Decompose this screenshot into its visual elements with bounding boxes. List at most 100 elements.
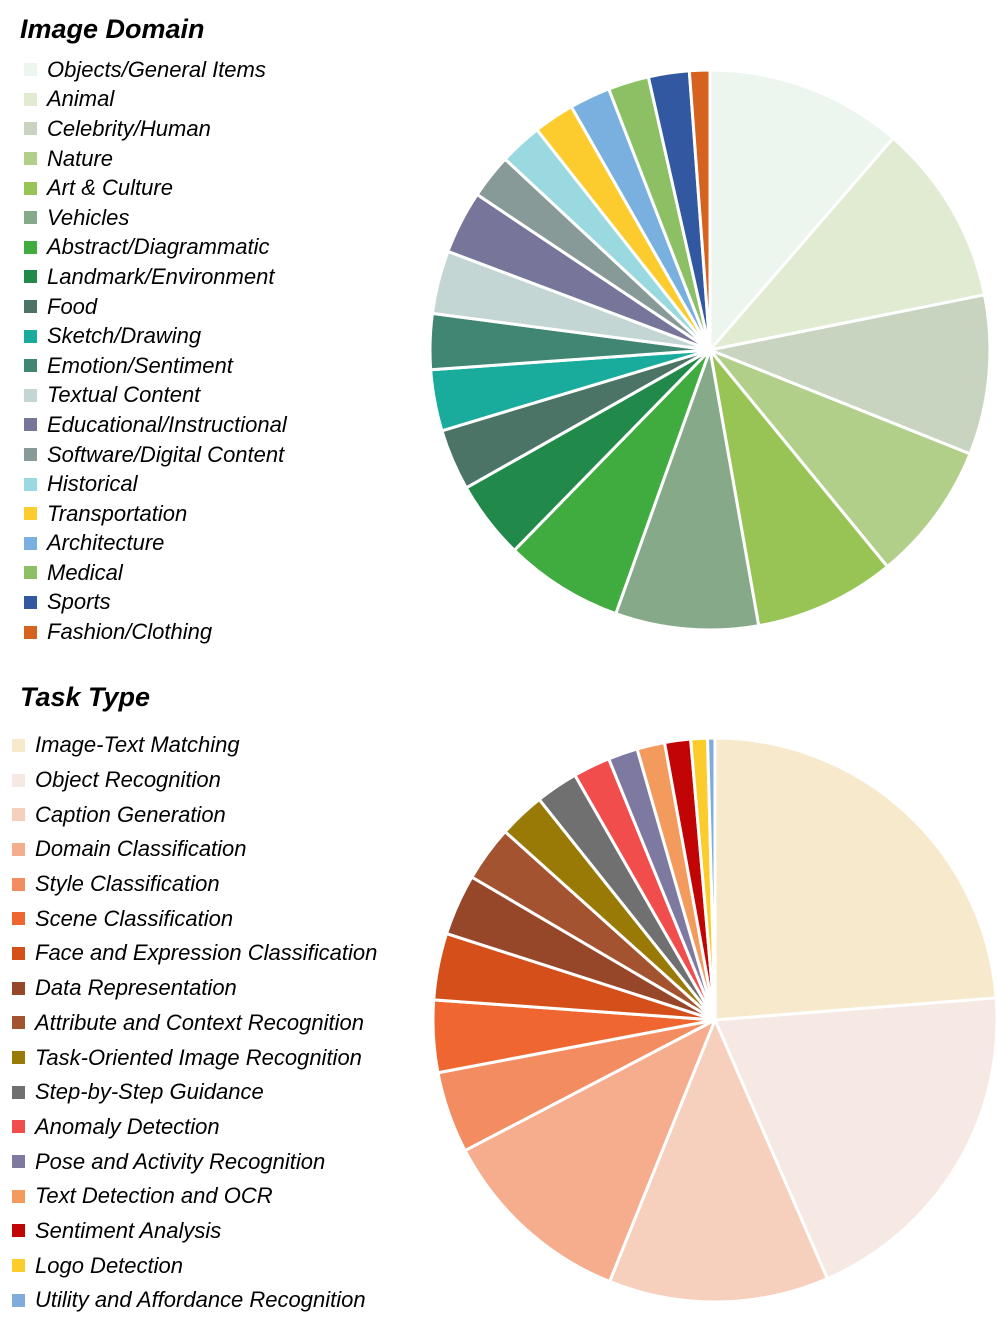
legend-label: Image-Text Matching [35, 732, 240, 758]
legend-label: Sketch/Drawing [47, 323, 202, 349]
legend-label: Step-by-Step Guidance [35, 1079, 264, 1105]
legend-swatch [12, 946, 25, 960]
legend-label: Medical [47, 559, 123, 585]
legend-label: Abstract/Diagrammatic [47, 234, 270, 260]
legend-swatch [12, 981, 25, 995]
legend-label: Textual Content [47, 382, 201, 408]
legend-swatch [24, 211, 37, 225]
legend-swatch [12, 1293, 25, 1307]
legend-label: Data Representation [35, 975, 237, 1001]
legend-label: Caption Generation [35, 801, 226, 827]
legend-item: Object Recognition [12, 763, 377, 798]
legend-label: Sentiment Analysis [35, 1217, 222, 1243]
legend-label: Scene Classification [35, 905, 234, 931]
pie-slice [708, 293, 992, 456]
pie-slice [463, 1018, 717, 1284]
legend-label: Software/Digital Content [47, 441, 285, 467]
pie-slice [512, 348, 712, 616]
legend-item: Data Representation [12, 971, 377, 1006]
legend: Image-Text Matching Object Recognition Cap… [12, 728, 377, 1318]
legend-swatch [12, 1155, 25, 1169]
legend-label: Logo Detection [35, 1252, 183, 1278]
legend-label: Transportation [47, 500, 188, 526]
pie-slice [705, 736, 717, 1022]
pie-slice [708, 68, 895, 352]
legend-swatch [12, 1224, 25, 1238]
pie-slice [608, 1018, 829, 1304]
legend-swatch [24, 477, 37, 491]
legend-label: Object Recognition [35, 767, 221, 793]
legend-label: Text Detection and OCR [35, 1183, 273, 1209]
legend-item: Emotion/Sentiment [24, 351, 287, 381]
legend-item: Sentiment Analysis [12, 1214, 377, 1249]
legend-item: Step-by-Step Guidance [12, 1075, 377, 1110]
legend-swatch [12, 1085, 25, 1099]
legend-item: Domain Classification [12, 832, 377, 867]
legend-swatch [12, 877, 25, 891]
legend-item: Food [24, 292, 287, 322]
legend-item: Historical [24, 469, 287, 499]
legend-swatch [12, 1016, 25, 1030]
legend-item: Landmark/Environment [24, 262, 287, 292]
legend-item: Objects/General Items [24, 55, 287, 85]
legend-swatch [12, 773, 25, 787]
legend-label: Architecture [47, 530, 165, 556]
legend-item: Utility and Affordance Recognition [12, 1283, 377, 1318]
legend: Objects/General Items Animal Celebrity/Hum… [24, 55, 287, 647]
pie-slice [614, 348, 761, 632]
legend-label: Celebrity/Human [47, 115, 211, 141]
legend-swatch [24, 507, 37, 521]
legend-label: Fashion/Clothing [47, 619, 213, 645]
task-type-chart-panel: Task Type Image-Text Matching Object Reco… [0, 670, 997, 1314]
legend-item: Software/Digital Content [24, 440, 287, 470]
pie-slice [713, 996, 997, 1281]
legend-item: Educational/Instructional [24, 410, 287, 440]
legend-swatch [12, 1051, 25, 1065]
pie-chart [428, 68, 992, 632]
legend-swatch [24, 448, 37, 462]
pie-slice [708, 348, 889, 628]
legend-label: Face and Expression Classification [35, 940, 378, 966]
legend-swatch [24, 536, 37, 550]
legend-swatch [24, 359, 37, 373]
legend-label: Food [47, 293, 98, 319]
legend-swatch [12, 1259, 25, 1273]
legend-item: Textual Content [24, 381, 287, 411]
legend-label: Attribute and Context Recognition [35, 1009, 364, 1035]
legend-swatch [24, 181, 37, 195]
legend-item: Scene Classification [12, 901, 377, 936]
image-domain-chart-panel: Image Domain Objects/General Items Animal… [0, 0, 997, 650]
legend-swatch [12, 738, 25, 752]
pie-slice [713, 736, 997, 1022]
chart-title: Task Type [20, 682, 151, 712]
legend-item: Sports [24, 588, 287, 618]
legend-item: Style Classification [12, 867, 377, 902]
legend-swatch [24, 270, 37, 284]
legend-label: Nature [47, 145, 114, 171]
legend-label: Pose and Activity Recognition [35, 1148, 326, 1174]
legend-label: Educational/Instructional [47, 411, 287, 437]
legend-item: Architecture [24, 529, 287, 559]
legend-swatch [12, 1120, 25, 1134]
legend-label: Task-Oriented Image Recognition [35, 1044, 362, 1070]
legend-swatch [24, 625, 37, 639]
legend-label: Domain Classification [35, 836, 247, 862]
legend-swatch [24, 92, 37, 106]
pie-slice [708, 348, 972, 569]
legend-label: Emotion/Sentiment [47, 352, 233, 378]
legend-label: Anomaly Detection [35, 1113, 220, 1139]
legend-item: Abstract/Diagrammatic [24, 233, 287, 263]
legend-label: Objects/General Items [47, 56, 266, 82]
legend-swatch [12, 1189, 25, 1203]
pie-slice [708, 136, 986, 352]
legend-item: Animal [24, 85, 287, 115]
legend-label: Landmark/Environment [47, 263, 275, 289]
legend-label: Animal [47, 86, 115, 112]
chart-title: Image Domain [20, 14, 205, 44]
legend-swatch [24, 152, 37, 166]
legend-item: Nature [24, 144, 287, 174]
legend-label: Utility and Affordance Recognition [35, 1287, 366, 1313]
legend-item: Face and Expression Classification [12, 936, 377, 971]
legend-swatch [12, 842, 25, 856]
pie-slice [687, 68, 712, 352]
